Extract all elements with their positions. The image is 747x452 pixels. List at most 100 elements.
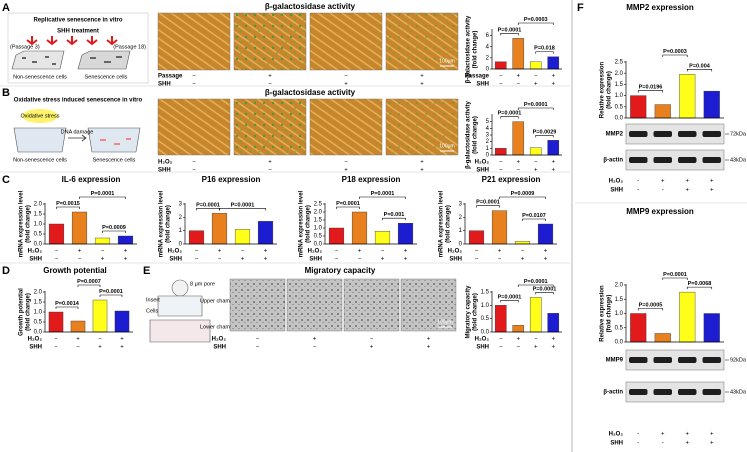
row-sign: + [544, 249, 548, 255]
row-label: H₂O₂ [28, 337, 43, 343]
y-tick-label: 6 [486, 33, 490, 39]
scale-bar-label: 100μm [439, 143, 454, 149]
panel-label: F [577, 2, 584, 14]
y-tick-label: 0.5 [314, 234, 323, 240]
blot-size: 43kDa [730, 389, 747, 395]
frame [7, 12, 149, 84]
blot-band [702, 157, 721, 163]
row-sign: + [516, 160, 520, 166]
blot-band [629, 357, 648, 363]
y-tick-label: 0.5 [481, 316, 490, 322]
row-sign: + [268, 74, 272, 80]
y-tick-label: 0 [459, 242, 463, 248]
row-label: SHH [29, 345, 42, 351]
panel-label: E [143, 265, 150, 277]
p-value: P=0.018 [534, 46, 555, 52]
bar [547, 313, 560, 333]
bar [514, 241, 531, 245]
row-label: SHH [449, 257, 462, 263]
row-sign: + [661, 432, 665, 438]
row-sign: − [534, 74, 538, 80]
p-value: P=0.0009 [511, 191, 535, 197]
chart-title: IL-6 expression [62, 175, 121, 184]
y-tick-label: 2 [486, 55, 490, 61]
row-sign: − [534, 337, 538, 343]
blot-band [678, 157, 697, 163]
row-label: H₂O₂ [448, 249, 463, 255]
blot-band [678, 131, 697, 137]
y-tick-label: 0.0 [314, 242, 323, 248]
scale-bar-label: 100μm [437, 319, 452, 325]
row-label: SHH [476, 345, 489, 351]
p-value: P=0.0001 [476, 200, 500, 206]
row-sign: + [313, 337, 317, 343]
bar [211, 213, 228, 245]
row-sign: + [685, 441, 689, 447]
blot-band [678, 357, 697, 363]
panel-label: D [2, 265, 10, 277]
y-axis-label: β-galactosidase activity [466, 15, 472, 83]
row-sign: − [78, 257, 82, 263]
y-tick-label: 0.0 [615, 340, 624, 346]
bar [654, 104, 671, 119]
row-sign: + [370, 345, 374, 351]
bar [512, 121, 525, 156]
chart-title: P21 expression [482, 175, 541, 184]
row-sign: + [521, 257, 525, 263]
row-sign: + [241, 257, 245, 263]
p-bracket [662, 277, 688, 280]
p-bracket [359, 196, 406, 199]
bar [679, 74, 696, 119]
chart-title: MMP2 expression [626, 3, 694, 12]
stress: Oxidative stress [20, 113, 59, 119]
row-sign: + [120, 337, 124, 343]
schematic-b: Oxidative stress induced senescence in v… [13, 98, 142, 164]
lower: Lower chamber [200, 324, 238, 330]
row-label: SHH [213, 345, 226, 351]
p-bracket [637, 308, 664, 311]
p-bracket [522, 218, 546, 221]
blot-band [653, 389, 672, 395]
row-sign: + [710, 179, 714, 185]
schematic-title: Replicative senescence in vitro [33, 18, 122, 24]
row-label: SHH [610, 441, 623, 447]
micrograph [157, 98, 231, 156]
row-sign: + [404, 257, 408, 263]
row-sign: − [256, 345, 260, 351]
row-sign: − [498, 257, 502, 263]
blot [625, 349, 725, 371]
micrograph [343, 278, 400, 332]
row-label: SHH [610, 188, 623, 194]
row-sign: − [101, 249, 105, 255]
row-sign: + [344, 82, 348, 88]
y-tick-label: 0.0 [615, 116, 624, 122]
bar [70, 320, 86, 333]
y-tick-label: 4 [486, 44, 490, 50]
row-sign: + [685, 432, 689, 438]
blot-label: β-actin [603, 158, 623, 164]
y-tick-label: 1.0 [481, 303, 490, 309]
cells-label: Cells [146, 308, 158, 314]
row-sign: − [516, 345, 520, 351]
row-sign: + [427, 337, 431, 343]
pore: 8 μm pore [190, 281, 215, 287]
p-value: P=0.0003 [524, 17, 548, 23]
y-tick-label: 0.5 [34, 232, 43, 238]
micrograph [229, 278, 286, 332]
cells-label: Non-senescence cells [13, 157, 67, 163]
row-sign: − [241, 249, 245, 255]
blot-size: 72kDa [730, 131, 747, 137]
blot-band [678, 389, 697, 395]
y-axis-label: (fold change) [446, 205, 452, 243]
blot [625, 123, 725, 145]
flask [11, 50, 65, 70]
p-bracket [56, 206, 80, 209]
p-value: P=0.0196 [639, 85, 663, 91]
row-sign: - [637, 179, 639, 185]
bar [529, 147, 542, 156]
row-label: Passage [158, 74, 183, 80]
p-bracket [99, 294, 123, 297]
p-bracket [500, 300, 519, 303]
p-bracket [517, 107, 554, 110]
